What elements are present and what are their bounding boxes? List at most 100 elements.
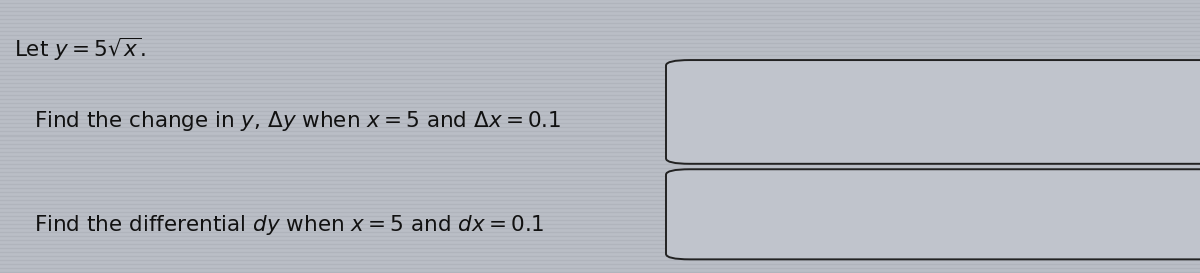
Bar — [0, 79, 1200, 80]
Bar — [0, 218, 1200, 219]
Bar — [0, 89, 1200, 90]
Bar — [0, 212, 1200, 213]
Bar — [0, 77, 1200, 78]
Bar — [0, 15, 1200, 16]
Bar — [0, 198, 1200, 199]
Bar — [0, 140, 1200, 141]
Bar — [0, 196, 1200, 197]
Bar — [0, 39, 1200, 40]
Bar — [0, 45, 1200, 46]
Bar — [0, 226, 1200, 227]
Bar — [0, 260, 1200, 261]
Bar — [0, 101, 1200, 102]
Bar — [0, 115, 1200, 116]
Bar — [0, 1, 1200, 2]
Bar — [0, 254, 1200, 255]
Bar — [0, 264, 1200, 265]
Bar — [0, 224, 1200, 225]
Bar — [0, 37, 1200, 38]
Bar — [0, 9, 1200, 10]
Bar — [0, 230, 1200, 231]
Bar — [0, 156, 1200, 157]
Bar — [0, 113, 1200, 114]
Bar — [0, 99, 1200, 100]
Bar — [0, 168, 1200, 169]
Bar — [0, 123, 1200, 124]
Bar — [0, 75, 1200, 76]
Bar — [0, 236, 1200, 237]
Bar — [0, 194, 1200, 195]
Bar — [0, 216, 1200, 217]
Bar — [0, 232, 1200, 233]
Bar — [0, 272, 1200, 273]
Bar — [0, 186, 1200, 187]
Bar — [0, 57, 1200, 58]
Bar — [0, 244, 1200, 245]
Bar — [0, 180, 1200, 181]
Bar — [0, 238, 1200, 239]
Bar — [0, 234, 1200, 235]
Bar — [0, 158, 1200, 159]
Bar — [0, 111, 1200, 112]
Bar — [0, 188, 1200, 189]
Bar — [0, 170, 1200, 171]
Bar — [0, 133, 1200, 135]
Bar — [0, 182, 1200, 183]
FancyBboxPatch shape — [666, 60, 1200, 164]
Bar — [0, 85, 1200, 86]
Text: Let $y = 5\sqrt{x}$.: Let $y = 5\sqrt{x}$. — [14, 35, 146, 63]
Bar — [0, 184, 1200, 185]
Bar — [0, 23, 1200, 24]
Bar — [0, 160, 1200, 161]
Bar — [0, 7, 1200, 8]
Bar — [0, 109, 1200, 110]
Bar — [0, 190, 1200, 191]
Bar — [0, 95, 1200, 96]
Bar — [0, 208, 1200, 209]
Bar — [0, 162, 1200, 163]
Bar — [0, 121, 1200, 123]
Bar — [0, 87, 1200, 88]
Bar — [0, 13, 1200, 14]
Bar — [0, 21, 1200, 22]
Bar — [0, 71, 1200, 72]
Bar — [0, 178, 1200, 179]
Bar — [0, 27, 1200, 28]
Bar — [0, 228, 1200, 229]
Bar — [0, 240, 1200, 241]
Bar — [0, 246, 1200, 247]
Bar — [0, 29, 1200, 30]
Bar — [0, 65, 1200, 66]
Bar — [0, 41, 1200, 42]
Bar — [0, 200, 1200, 201]
Bar — [0, 3, 1200, 4]
Bar — [0, 43, 1200, 44]
Bar — [0, 204, 1200, 205]
Bar — [0, 135, 1200, 136]
Bar — [0, 69, 1200, 70]
Bar — [0, 47, 1200, 48]
Bar — [0, 152, 1200, 153]
Bar — [0, 81, 1200, 82]
Bar — [0, 53, 1200, 54]
Text: Find the differential $dy$ when $x = 5$ and $dx = 0.1$: Find the differential $dy$ when $x = 5$ … — [34, 213, 544, 237]
Bar — [0, 35, 1200, 36]
Bar — [0, 141, 1200, 143]
Bar — [0, 103, 1200, 104]
Bar — [0, 192, 1200, 193]
Bar — [0, 129, 1200, 130]
Bar — [0, 73, 1200, 74]
Bar — [0, 25, 1200, 26]
Bar — [0, 51, 1200, 52]
Bar — [0, 17, 1200, 18]
FancyBboxPatch shape — [666, 169, 1200, 259]
Bar — [0, 33, 1200, 34]
Bar — [0, 19, 1200, 20]
Bar — [0, 83, 1200, 84]
Bar — [0, 11, 1200, 12]
Bar — [0, 220, 1200, 221]
Text: Find the change in $y$, $\Delta y$ when $x = 5$ and $\Delta x = 0.1$: Find the change in $y$, $\Delta y$ when … — [34, 109, 560, 133]
Bar — [0, 59, 1200, 60]
Bar — [0, 258, 1200, 259]
Bar — [0, 174, 1200, 175]
